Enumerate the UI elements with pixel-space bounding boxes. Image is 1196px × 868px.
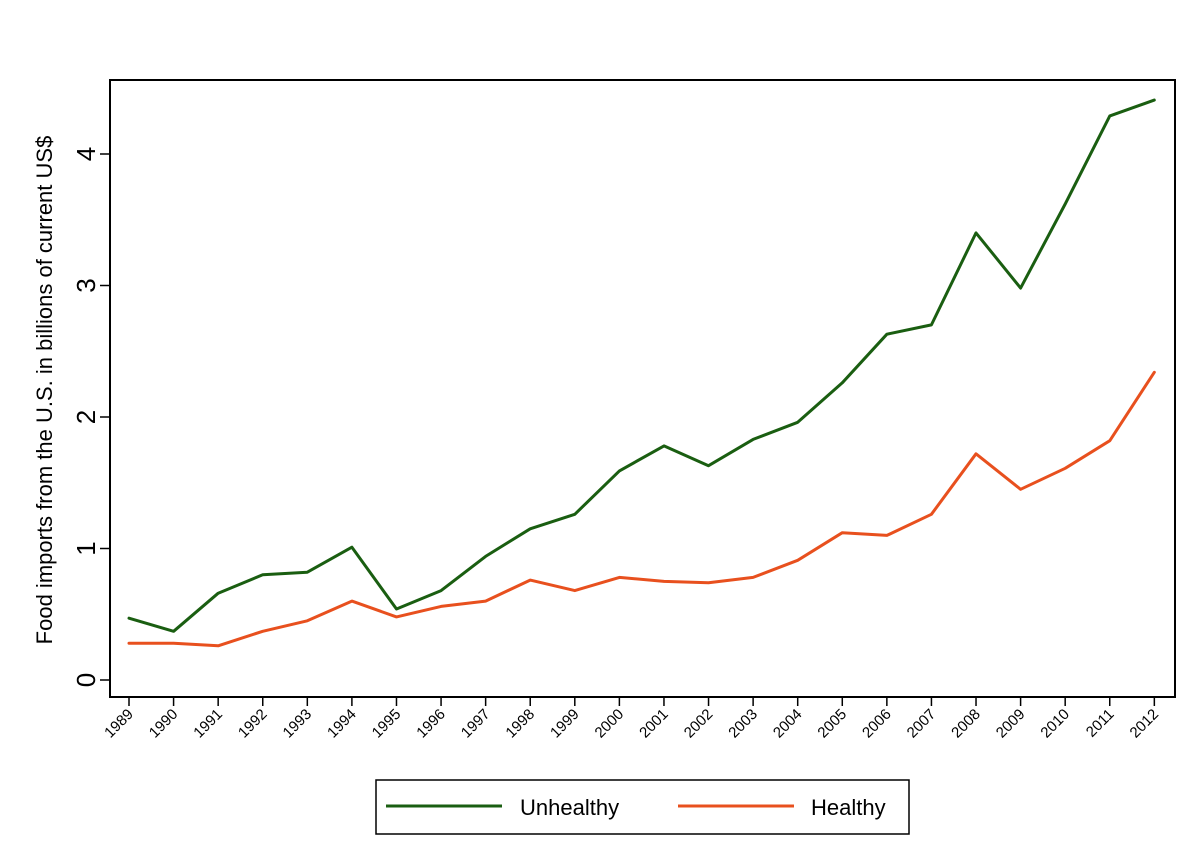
y-tick-label: 0 [71,673,101,687]
x-tick-label: 2007 [904,706,940,742]
x-tick-label: 2006 [859,706,895,742]
y-axis: 0 1 2 3 4 [71,147,110,687]
x-tick-label: 2000 [592,706,628,742]
x-tick-label: 1990 [146,706,182,742]
y-axis-label: Food imports from the U.S. in billions o… [32,136,57,645]
x-tick-label: 1994 [324,706,360,742]
x-tick-label: 2003 [725,706,761,742]
x-tick-label: 1993 [280,706,316,742]
series-layer [127,98,1156,648]
x-tick-label: 2012 [1127,706,1163,742]
x-tick-label: 1991 [190,706,226,742]
x-tick-label: 2011 [1083,706,1118,741]
plot-frame [109,79,1176,698]
x-tick-label: 1989 [101,706,137,742]
y-tick-label: 3 [71,278,101,292]
x-tick-label: 2001 [636,706,672,742]
x-tick-label: 1996 [413,706,449,742]
x-tick-label: 1995 [369,706,405,742]
x-tick-label: 2005 [814,706,850,742]
x-tick-label: 1998 [502,706,538,742]
x-tick-label: 2009 [993,706,1029,742]
y-tick-label: 1 [71,541,101,555]
x-tick-label: 1997 [458,706,494,742]
y-tick-label: 2 [71,410,101,424]
x-tick-label: 2010 [1037,706,1073,742]
legend: Unhealthy Healthy [375,779,910,835]
x-tick-label: 1992 [235,706,271,742]
series-line-healthy [127,370,1156,648]
series-line-unhealthy [127,98,1156,633]
legend-label-unhealthy: Unhealthy [520,795,619,820]
legend-label-healthy: Healthy [811,795,886,820]
x-tick-label: 1999 [547,706,583,742]
x-tick-label: 2004 [770,706,806,742]
x-axis: 1989 1990 1991 1992 1993 1994 1995 1996 1997 1998… [101,697,1162,741]
x-tick-label: 2002 [681,706,717,742]
y-tick-label: 4 [71,147,101,161]
x-tick-label: 2008 [948,706,984,742]
